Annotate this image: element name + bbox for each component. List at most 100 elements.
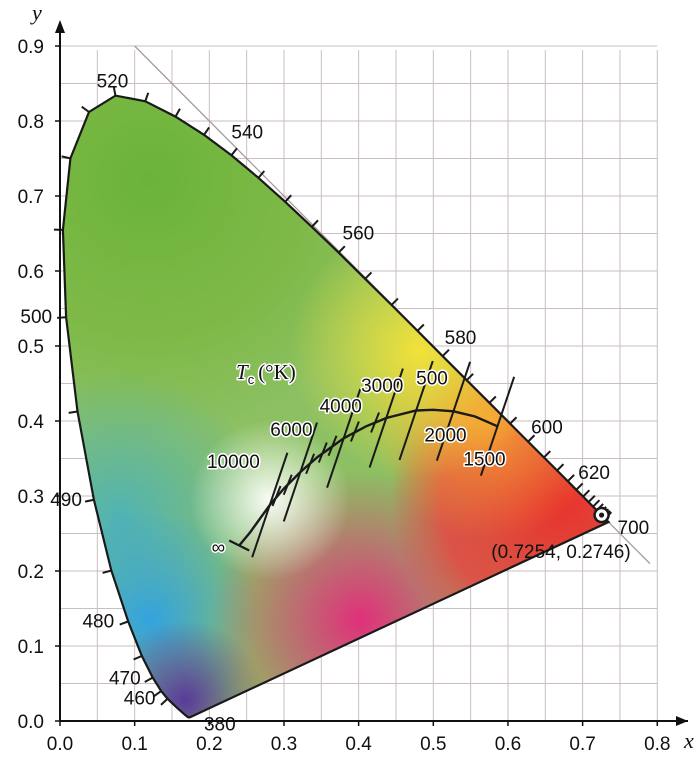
locus-tick [284,194,293,203]
x-axis-title: x [683,728,694,753]
color-gamut-fill [62,95,609,718]
locus-tick [257,170,266,179]
temperature-label: 2000 [424,425,466,446]
isotherm-line [479,376,516,476]
y-tick-label: 0.0 [18,712,44,733]
locus-tick [488,395,497,404]
isotherm-line [398,360,434,461]
x-axis-arrow [676,716,688,726]
isotherm-minor-tick [271,485,282,507]
y-tick-label: 0.1 [18,637,44,658]
gamut-white-point-region [62,95,609,718]
isotherm-line [435,361,472,461]
isotherm-line [251,452,289,558]
wavelength-label: 620 [578,463,610,484]
locus-tick [144,92,150,102]
planckian-locus [228,360,610,558]
locus-tick [575,482,584,491]
wavelength-label: 380 [204,714,236,735]
locus-tick [364,271,373,280]
x-tick-label: 0.5 [420,734,446,755]
x-tick-label: 0.3 [271,734,297,755]
wavelength-label: 540 [231,122,263,143]
locus-tick [509,416,518,425]
y-axis-title: y [30,0,42,25]
wavelength-label: 460 [124,689,156,710]
locus-tick [153,690,162,698]
locus-tick [592,499,601,508]
x-tick-label: 0.6 [495,734,521,755]
locus-tick [416,323,425,332]
y-tick-label: 0.4 [18,412,45,433]
locus-tick [582,489,591,498]
x-tick-label: 0.4 [345,734,372,755]
wavelength-label: 600 [531,418,563,439]
locus-tick [466,373,474,381]
isotherm-minor-tick [349,421,360,442]
isotherm-line [368,368,404,468]
locus-tick [160,697,169,706]
temperature-label: 6000 [270,420,312,441]
locus-tick [567,474,575,482]
locus-tick [102,569,112,574]
locus-tick [337,245,346,254]
x-tick-label: 0.8 [644,734,670,755]
locus-tick [84,498,95,503]
locus-tick [119,620,129,626]
y-tick-label: 0.3 [18,487,44,508]
y-tick-label: 0.5 [18,337,44,358]
isotherm-minor-tick [327,435,338,457]
x-tick-label: 0.7 [569,734,595,755]
temperature-label: 4000 [320,396,362,417]
wavelength-label: 700 [618,518,650,539]
locus-tick [311,219,319,228]
wavelength-label: 480 [82,611,114,632]
temperature-label: ∞ [212,538,226,559]
locus-tick [390,297,399,306]
isotherm-line [326,388,362,488]
planckian-title: Tc (°K) [236,360,296,387]
wavelength-label: 500 [20,307,52,328]
planckian-title-subscript: c [248,372,255,387]
locus-tick [203,126,210,136]
locus-tick [174,108,181,118]
wavelength-label: 580 [445,328,477,349]
wavelength-label: 490 [50,490,82,511]
planckian-title-symbol: T [236,360,249,384]
locus-tick [556,463,565,472]
x-tick-label: 0.2 [196,734,222,755]
wavelength-label: 520 [97,72,129,93]
locus-tick [133,654,143,661]
chart-labels: 0.0 0.1 0.2 0.3 0.4 0.5 0.6 0.7 0.8 0.0 0.1 0.2 0.3 0… [18,0,694,755]
highlight-point-label: (0.7254, 0.2746) [491,542,630,563]
locus-tick [587,494,596,503]
y-tick-label: 0.2 [18,562,44,583]
isotherm-line [228,539,250,552]
locus-tick [230,147,238,156]
isotherm-minor-tick [305,453,316,475]
y-tick-label: 0.9 [18,37,44,58]
locus-tick [527,434,536,443]
y-tick-label: 0.7 [18,187,44,208]
isotherm-minor-tick [370,412,380,433]
y-axis-arrow [55,20,65,33]
highlight-point-dot [598,512,605,518]
locus-tick [61,155,71,160]
temperature-label: 1500 [463,449,505,470]
locus-tick [68,410,78,414]
axes [55,20,688,726]
locus-tick [441,348,450,357]
wavelength-label: 560 [343,224,375,245]
temperature-label: 500 [416,369,448,390]
temperature-label: 10000 [207,452,260,473]
y-tick-label: 0.8 [18,112,44,133]
planckian-title-unit: (°K) [258,360,296,384]
y-tick-label: 0.6 [18,262,44,283]
locus-tick [57,316,67,319]
spectral-locus-outline [61,94,611,719]
isotherm-line [282,422,318,522]
isotherm-minor-tick [282,474,293,496]
locus-tick [81,105,90,113]
